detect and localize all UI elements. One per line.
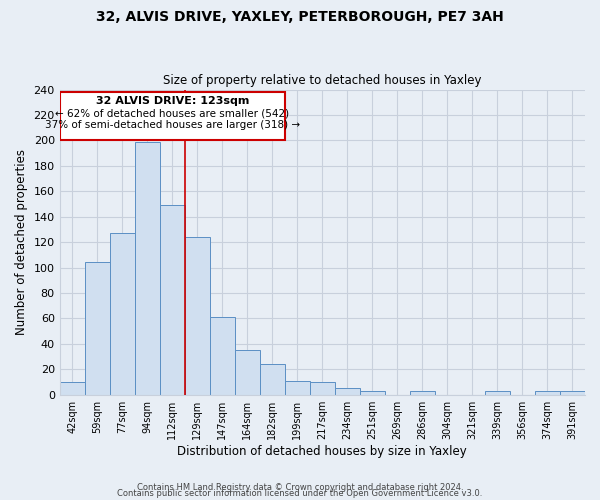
Text: Contains public sector information licensed under the Open Government Licence v3: Contains public sector information licen… <box>118 490 482 498</box>
Bar <box>185 237 210 394</box>
Bar <box>85 262 110 394</box>
Bar <box>110 233 135 394</box>
Bar <box>260 364 285 394</box>
Bar <box>210 317 235 394</box>
Text: 32, ALVIS DRIVE, YAXLEY, PETERBOROUGH, PE7 3AH: 32, ALVIS DRIVE, YAXLEY, PETERBOROUGH, P… <box>96 10 504 24</box>
Bar <box>135 142 160 394</box>
Text: 32 ALVIS DRIVE: 123sqm: 32 ALVIS DRIVE: 123sqm <box>95 96 249 106</box>
Bar <box>310 382 335 394</box>
Bar <box>485 391 510 394</box>
Bar <box>535 391 560 394</box>
Bar <box>160 206 185 394</box>
Text: ← 62% of detached houses are smaller (542): ← 62% of detached houses are smaller (54… <box>55 108 289 118</box>
Title: Size of property relative to detached houses in Yaxley: Size of property relative to detached ho… <box>163 74 482 87</box>
Y-axis label: Number of detached properties: Number of detached properties <box>15 149 28 335</box>
Bar <box>410 391 435 394</box>
Bar <box>335 388 360 394</box>
FancyBboxPatch shape <box>59 92 285 140</box>
Bar <box>285 380 310 394</box>
X-axis label: Distribution of detached houses by size in Yaxley: Distribution of detached houses by size … <box>178 444 467 458</box>
Bar <box>560 391 585 394</box>
Text: 37% of semi-detached houses are larger (318) →: 37% of semi-detached houses are larger (… <box>44 120 300 130</box>
Text: Contains HM Land Registry data © Crown copyright and database right 2024.: Contains HM Land Registry data © Crown c… <box>137 484 463 492</box>
Bar <box>59 382 85 394</box>
Bar <box>360 391 385 394</box>
Bar <box>235 350 260 395</box>
